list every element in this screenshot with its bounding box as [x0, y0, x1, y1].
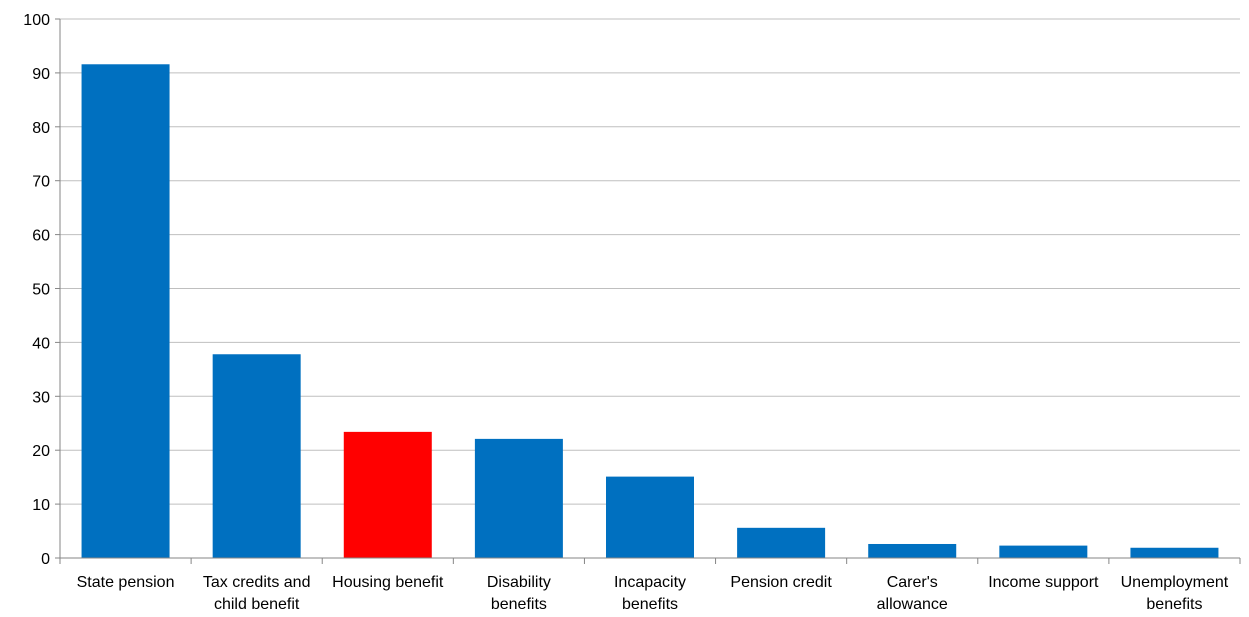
x-category-label: Housing benefit — [332, 574, 444, 591]
x-category-label-line: Incapacity — [614, 574, 686, 591]
x-category-label: Income support — [988, 574, 1099, 591]
bar — [737, 527, 826, 558]
x-category-label: State pension — [77, 574, 175, 591]
y-tick-label: 70 — [32, 174, 50, 191]
y-tick-label: 100 — [23, 12, 50, 29]
bar — [999, 545, 1088, 558]
axes — [55, 18, 1241, 564]
bar — [868, 543, 957, 558]
y-tick-label: 10 — [32, 497, 50, 514]
x-category-labels: State pension Tax credits and child benefi… — [77, 574, 1229, 613]
x-category-label: Incapacity benefits — [614, 574, 686, 613]
x-category-label-line: Housing benefit — [332, 574, 444, 591]
bar — [606, 476, 694, 558]
y-tick-labels: 0 10 20 30 40 50 60 70 80 90 100 — [23, 12, 50, 568]
x-category-label-line: Unemployment — [1121, 574, 1229, 591]
x-category-label-line: benefits — [491, 596, 547, 613]
x-category-label: Pension credit — [730, 574, 832, 591]
bar — [1130, 547, 1219, 558]
x-category-label-line: Disability — [487, 574, 551, 591]
y-tick-label: 30 — [32, 389, 50, 406]
x-category-label-line: allowance — [877, 596, 948, 613]
x-category-label-line: benefits — [622, 596, 678, 613]
x-category-label: Unemployment benefits — [1121, 574, 1229, 613]
y-tick-label: 20 — [32, 443, 50, 460]
y-tick-label: 50 — [32, 282, 50, 299]
y-tick-label: 90 — [32, 66, 50, 83]
bar — [81, 64, 170, 558]
x-category-label-line: Tax credits and — [203, 574, 311, 591]
bars — [81, 64, 1219, 558]
x-category-label-line: Income support — [988, 574, 1099, 591]
x-category-label: Tax credits and child benefit — [203, 574, 311, 613]
x-category-label: Carer's allowance — [877, 574, 948, 613]
y-tick-label: 80 — [32, 120, 50, 137]
bar — [343, 431, 432, 558]
x-category-label-line: State pension — [77, 574, 175, 591]
y-tick-label: 40 — [32, 335, 50, 352]
x-category-label-line: Carer's — [887, 574, 938, 591]
x-category-label-line: child benefit — [214, 596, 300, 613]
y-tick-label: 60 — [32, 228, 50, 245]
bar — [474, 438, 563, 558]
bar — [212, 354, 301, 558]
x-category-label-line: Pension credit — [730, 574, 832, 591]
x-category-label-line: benefits — [1146, 596, 1202, 613]
x-category-label: Disability benefits — [487, 574, 551, 613]
y-tick-label: 0 — [41, 551, 50, 568]
